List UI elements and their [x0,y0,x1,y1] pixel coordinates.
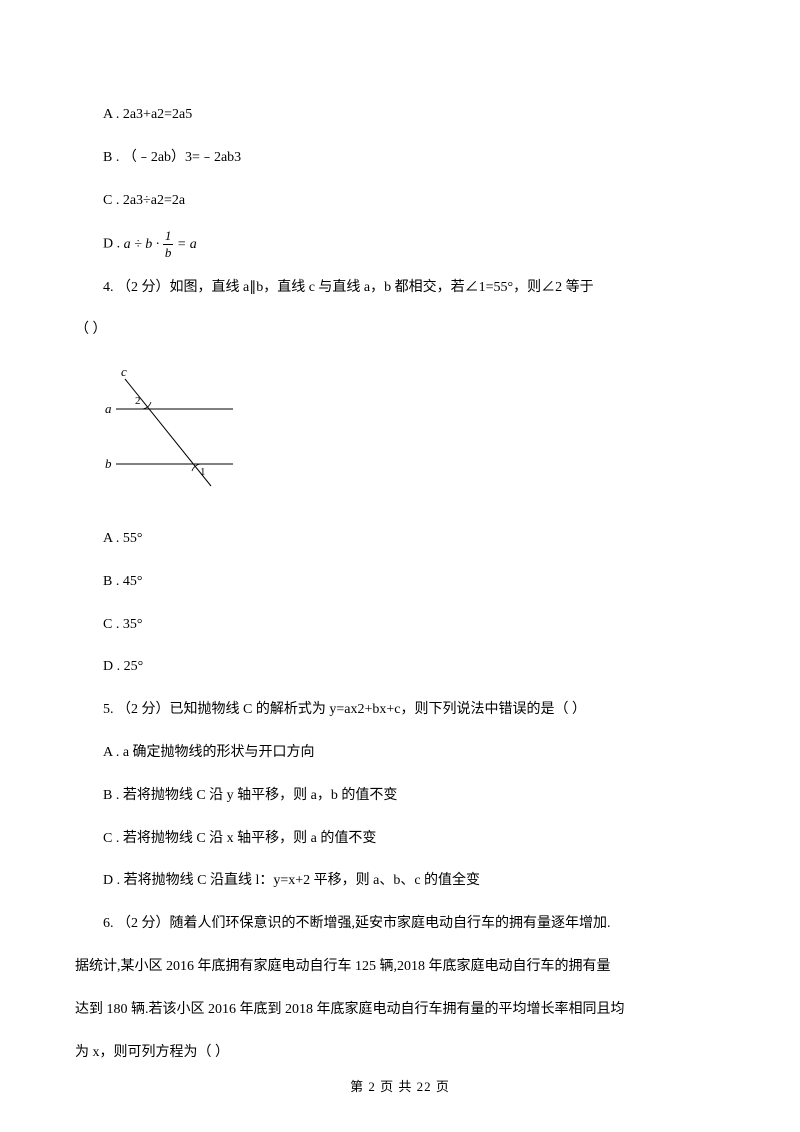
q4-option-a: A . 55° [75,524,725,555]
q5-option-b: B . 若将抛物线 C 沿 y 轴平移，则 a，b 的值不变 [75,781,725,812]
q5-text: 5. （2 分）已知抛物线 C 的解析式为 y=ax2+bx+c，则下列说法中错… [75,695,725,726]
diagram-label-2: 2 [135,395,141,407]
diagram-label-b: b [105,456,112,471]
q3-d-prefix: D . [103,237,124,252]
q6-line2: 据统计,某小区 2016 年底拥有家庭电动自行车 125 辆,2018 年底家庭… [75,952,725,983]
parallel-lines-diagram: c a b 2 1 [103,361,263,491]
diagram-label-1: 1 [200,466,206,478]
q6-line3: 达到 180 辆.若该小区 2016 年底到 2018 年底家庭电动自行车拥有量… [75,995,725,1026]
q4-text: 4. （2 分）如图，直线 a∥b，直线 c 与直线 a，b 都相交，若∠1=5… [75,273,725,304]
q6-line1: 6. （2 分）随着人们环保意识的不断增强,延安市家庭电动自行车的拥有量逐年增加… [75,909,725,940]
diagram-label-a: a [105,401,112,416]
q3-option-c: C . 2a3÷a2=2a [75,186,725,217]
frac-den: b [163,245,174,261]
q3-d-right: = a [173,237,196,252]
q5-option-d: D . 若将抛物线 C 沿直线 l：y=x+2 平移，则 a、b、c 的值全变 [75,866,725,897]
q5-option-c: C . 若将抛物线 C 沿 x 轴平移，则 a 的值不变 [75,824,725,855]
q3-d-left: a ÷ b · [124,237,163,252]
q4-option-c: C . 35° [75,610,725,641]
q5-option-a: A . a 确定抛物线的形状与开口方向 [75,738,725,769]
q6-line4: 为 x，则可列方程为（ ） [75,1038,725,1069]
q3-option-a: A . 2a3+a2=2a5 [75,100,725,131]
frac-num: 1 [163,228,174,245]
diagram-label-c: c [121,364,127,379]
page-footer: 第 2 页 共 22 页 [0,1073,800,1102]
q3-option-b: B . （﹣2ab）3=﹣2ab3 [75,143,725,174]
q4-option-d: D . 25° [75,652,725,683]
q3-d-formula: a ÷ b · 1b = a [124,237,197,252]
q3-option-d: D . a ÷ b · 1b = a [75,228,725,260]
q4-diagram: c a b 2 1 [75,361,725,504]
q4-paren: （ ） [75,315,725,346]
q4-option-b: B . 45° [75,567,725,598]
